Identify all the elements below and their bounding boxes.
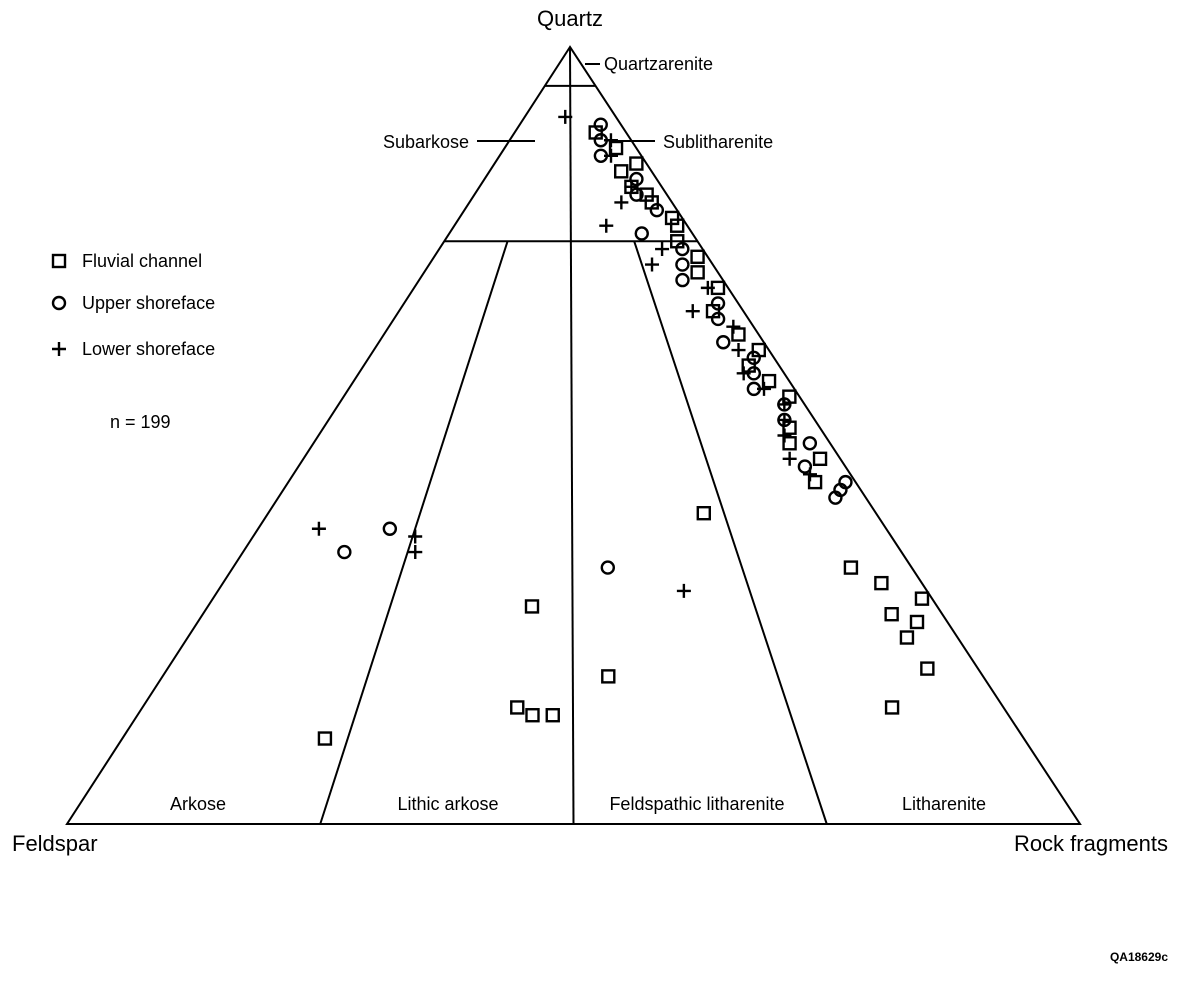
apex-label-rock-fragments: Rock fragments [1014,831,1168,856]
point-fluvial-channel [317,731,333,746]
point-upper-shoreface [675,272,690,288]
point-fluvial-channel [899,630,915,645]
point-fluvial-channel [914,591,930,606]
point-fluvial-channel [884,607,899,622]
point-upper-shoreface [337,544,352,560]
point-upper-shoreface [649,202,665,218]
field-label-lithic-arkose: Lithic arkose [397,794,498,814]
point-lower-shoreface [777,397,792,412]
point-fluvial-channel [812,451,828,467]
point-lower-shoreface [685,304,700,319]
point-lower-shoreface [408,529,423,544]
apex-label-quartz: Quartz [537,6,603,31]
point-upper-shoreface [629,187,644,202]
point-fluvial-channel [545,708,560,723]
point-upper-shoreface [828,490,843,505]
point-lower-shoreface [802,467,817,482]
legend-plus-marker [52,342,66,356]
point-lower-shoreface [614,195,629,210]
point-fluvial-channel [629,156,644,171]
point-upper-shoreface [797,459,813,474]
point-upper-shoreface [746,350,761,365]
point-lower-shoreface [777,428,792,443]
field-label-litharenite: Litharenite [902,794,986,814]
point-upper-shoreface [629,171,644,187]
point-upper-shoreface [716,335,731,350]
point-fluvial-channel [761,373,777,389]
point-upper-shoreface [382,521,398,536]
point-lower-shoreface [700,280,715,295]
point-fluvial-channel [782,436,797,451]
legend-circle-marker [51,295,67,311]
legend: Fluvial channel Upper shoreface Lower sh… [51,251,215,359]
point-fluvial-channel [510,700,525,715]
point-lower-shoreface [736,366,751,381]
point-upper-shoreface [710,296,726,311]
point-lower-shoreface [624,179,639,194]
data-points [311,109,935,746]
point-upper-shoreface [802,436,818,451]
point-lower-shoreface [599,218,614,233]
point-upper-shoreface [634,226,649,241]
point-upper-shoreface [593,117,608,132]
point-fluvial-channel [690,249,705,264]
figure-code: QA18629c [1110,950,1168,964]
point-upper-shoreface [600,560,615,575]
field-label-subarkose: Subarkose [383,132,469,152]
legend-label-fluvial-channel: Fluvial channel [82,251,202,271]
field-label-sublitharenite: Sublitharenite [663,132,773,152]
point-lower-shoreface [603,133,618,148]
point-upper-shoreface [675,241,690,257]
point-lower-shoreface [558,109,573,124]
point-fluvial-channel [884,700,900,715]
point-fluvial-channel [669,218,685,233]
point-fluvial-channel [525,708,540,723]
feldspathic-litharenite-boundary [633,240,828,825]
point-fluvial-channel [696,506,711,521]
legend-label-upper-shoreface: Upper shoreface [82,293,215,313]
point-lower-shoreface [408,545,423,560]
point-lower-shoreface [782,451,797,466]
sample-count-label: n = 199 [110,412,171,432]
point-fluvial-channel [731,327,746,342]
point-fluvial-channel [874,575,889,591]
feldspar-rock-fragment-divide [569,46,575,825]
field-label-arkose: Arkose [170,794,226,814]
point-lower-shoreface [777,412,792,427]
lithic-arkose-boundary [319,240,509,825]
point-lower-shoreface [731,343,746,358]
point-fluvial-channel [601,669,616,684]
point-lower-shoreface [676,583,691,598]
legend-square-marker [51,253,67,269]
field-label-quartzarenite: Quartzarenite [604,54,713,74]
point-fluvial-channel [807,474,823,490]
point-fluvial-channel [524,599,540,614]
point-lower-shoreface [645,257,660,272]
legend-label-lower-shoreface: Lower shoreface [82,339,215,359]
point-upper-shoreface [675,257,690,272]
point-fluvial-channel [909,614,925,630]
point-fluvial-channel [843,560,859,575]
point-fluvial-channel [614,164,629,179]
point-lower-shoreface [757,381,772,396]
point-fluvial-channel [608,140,624,156]
field-label-feldspathic-litharenite: Feldspathic litharenite [609,794,784,814]
point-fluvial-channel [690,265,705,280]
point-lower-shoreface [311,521,326,536]
point-fluvial-channel [920,661,935,676]
point-upper-shoreface [710,311,726,327]
point-lower-shoreface [726,319,741,334]
point-lower-shoreface [655,242,670,257]
apex-label-feldspar: Feldspar [12,831,98,856]
point-lower-shoreface [604,148,619,163]
